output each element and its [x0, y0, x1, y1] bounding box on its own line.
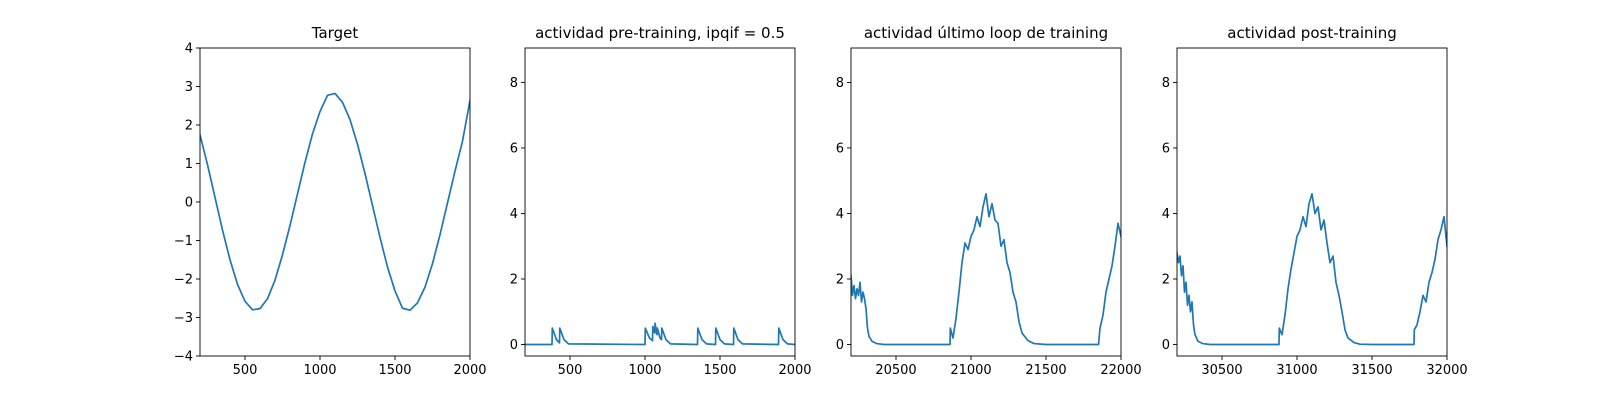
y-tick-label: 4 — [510, 207, 518, 222]
x-tick-label: 30500 — [1201, 363, 1242, 378]
y-tick-label: 4 — [836, 207, 844, 222]
chart-title: Target — [311, 24, 359, 42]
x-tick-label: 21500 — [1025, 363, 1066, 378]
axes-frame — [524, 47, 796, 357]
y-tick-label: 0 — [1162, 338, 1170, 353]
y-tick-label: −1 — [174, 234, 193, 249]
y-tick-label: −4 — [174, 350, 193, 365]
x-tick-label: 31500 — [1351, 363, 1392, 378]
data-series-line — [1177, 192, 1447, 346]
y-tick-label: 0 — [185, 196, 193, 211]
y-tick-label: −2 — [174, 273, 193, 288]
data-series-line — [200, 92, 470, 312]
y-tick-label: 3 — [185, 80, 193, 95]
y-tick-label: 0 — [510, 338, 518, 353]
data-series-line — [851, 192, 1121, 346]
x-tick-label: 500 — [233, 363, 258, 378]
x-tick-label: 20500 — [875, 363, 916, 378]
y-tick-label: 2 — [836, 273, 844, 288]
chart-panel-3: actividad último loop de training 20500 21… — [836, 24, 1142, 378]
y-tick-label: 6 — [1162, 141, 1170, 156]
y-tick-label: 6 — [510, 141, 518, 156]
y-tick-label: 0 — [836, 338, 844, 353]
x-tick-label: 21000 — [950, 363, 991, 378]
chart-title: actividad post-training — [1227, 24, 1396, 42]
axes-frame — [1176, 47, 1448, 357]
x-tick-label: 1500 — [378, 363, 411, 378]
x-tick-label: 2000 — [778, 363, 811, 378]
y-tick-label: 4 — [185, 42, 193, 57]
chart-panel-1: Target 500 1000 1500 2000 −4 −3 −2 −1 0 1 2 3 4 — [174, 24, 487, 378]
y-tick-label: −3 — [174, 311, 193, 326]
x-tick-label: 1000 — [628, 363, 661, 378]
x-tick-label: 2000 — [453, 363, 486, 378]
y-tick-label: 2 — [185, 119, 193, 134]
y-tick-label: 2 — [510, 273, 518, 288]
chart-title: actividad pre-training, ipqif = 0.5 — [535, 24, 785, 42]
axes-frame — [850, 47, 1122, 357]
chart-panel-4: actividad post-training 30500 31000 31500 32… — [1162, 24, 1468, 378]
chart-panel-2: actividad pre-training, ipqif = 0.5 500 10… — [510, 24, 812, 378]
x-tick-label: 1500 — [703, 363, 736, 378]
x-tick-label: 22000 — [1100, 363, 1141, 378]
y-tick-label: 8 — [510, 76, 518, 91]
data-series-line — [525, 322, 795, 346]
y-tick-label: 4 — [1162, 207, 1170, 222]
x-tick-label: 1000 — [303, 363, 336, 378]
y-tick-label: 8 — [836, 76, 844, 91]
y-tick-label: 6 — [836, 141, 844, 156]
y-tick-label: 1 — [185, 157, 193, 172]
y-tick-label: 2 — [1162, 273, 1170, 288]
chart-title: actividad último loop de training — [864, 24, 1108, 42]
x-tick-label: 500 — [558, 363, 583, 378]
x-tick-label: 31000 — [1276, 363, 1317, 378]
y-tick-label: 8 — [1162, 76, 1170, 91]
x-tick-label: 32000 — [1426, 363, 1467, 378]
